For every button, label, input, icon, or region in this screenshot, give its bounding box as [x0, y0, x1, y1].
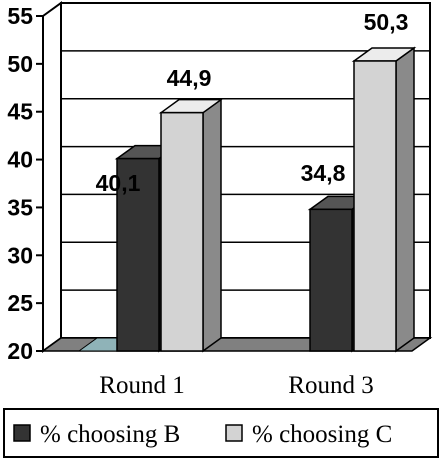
- y-tick-label-20: 20: [7, 338, 33, 364]
- bar-front-round3-b: [309, 208, 353, 352]
- legend: % choosing B % choosing C: [3, 408, 439, 458]
- category-label-round1: Round 1: [99, 372, 184, 399]
- category-label-round3: Round 3: [288, 372, 373, 399]
- y-axis-ticks: 20 25 30 35 40 45 50 55: [7, 3, 43, 364]
- y-tick-label-30: 30: [7, 242, 33, 268]
- bar-round3-c: [351, 46, 417, 353]
- data-label-round1-b: 40,1: [96, 170, 141, 196]
- bar-front-round1-b: [116, 157, 160, 352]
- bar-front-round1-c: [160, 111, 204, 352]
- y-tick-label-50: 50: [7, 51, 33, 77]
- y-tick-label-35: 35: [7, 194, 33, 220]
- bar-front-round3-c: [353, 60, 397, 352]
- legend-label-c: % choosing C: [252, 421, 392, 448]
- legend-box: [3, 408, 439, 458]
- plot-left-wall: [42, 1, 62, 353]
- data-label-round3-b: 34,8: [301, 160, 346, 186]
- y-tick-label-25: 25: [7, 290, 33, 316]
- y-tick-label-40: 40: [7, 147, 33, 173]
- legend-label-b: % choosing B: [40, 421, 180, 448]
- bar-side-round3-c: [395, 46, 415, 353]
- data-label-round3-c: 50,3: [364, 9, 409, 35]
- data-label-round1-c: 44,9: [167, 65, 212, 91]
- legend-swatch-c: [225, 424, 243, 442]
- bar-side-round1-c: [202, 98, 222, 353]
- y-tick-label-45: 45: [7, 99, 33, 125]
- legend-swatch-b: [13, 424, 31, 442]
- y-tick-label-55: 55: [7, 3, 33, 29]
- bars: [114, 46, 417, 353]
- bar-round1-c: [158, 98, 224, 353]
